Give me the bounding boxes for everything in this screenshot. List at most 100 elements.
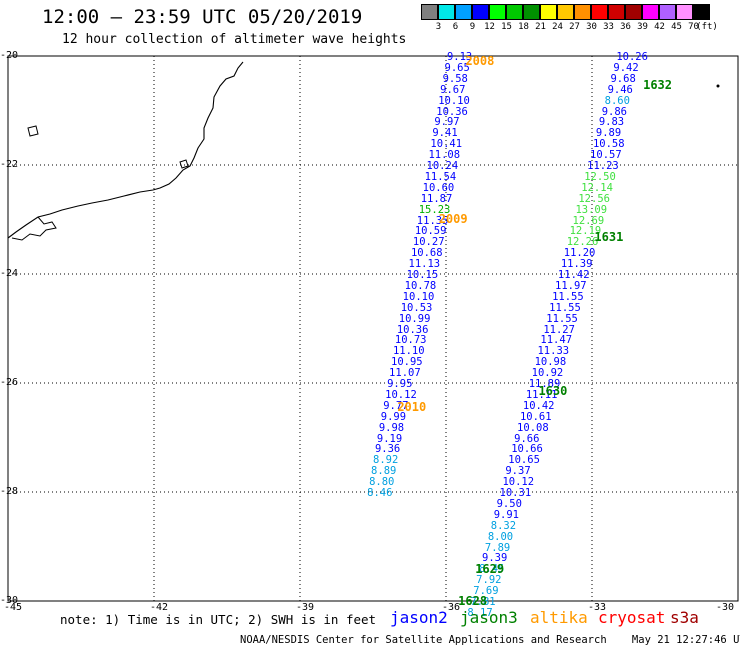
wave-height-value: 11.10 [392, 345, 425, 358]
wave-height-value: 7.69 [473, 585, 499, 598]
legend-swatch [676, 4, 693, 20]
wave-height-value: 7.92 [476, 574, 502, 587]
wave-height-value: 11.55 [549, 301, 581, 314]
longitude-label: -45 [4, 602, 23, 613]
wave-height-value: 9.42 [613, 61, 639, 74]
wave-height-value: 11.55 [552, 290, 584, 303]
wave-height-value: 10.57 [590, 149, 622, 162]
map-title: 12:00 – 23:59 UTC 05/20/2019 [42, 6, 363, 28]
latitude-label: -22 [0, 159, 19, 170]
note-text: note: 1) Time is in UTC; 2) SWH is in fe… [60, 612, 377, 627]
legend-swatch [608, 4, 625, 20]
wave-height-value: 10.58 [592, 138, 625, 151]
wave-height-value: 11.42 [557, 269, 590, 282]
pass-time-label: 2008 [465, 53, 495, 68]
wave-height-value: 10.10 [402, 290, 435, 303]
wave-height-value: 8.89 [371, 465, 397, 478]
longitude-label: -39 [296, 602, 315, 613]
wave-height-value: 9.66 [514, 432, 540, 445]
wave-height-value: 11.87 [420, 192, 453, 205]
wave-height-value: 10.08 [517, 421, 549, 434]
wave-height-value: 9.41 [432, 127, 458, 140]
wave-height-value: 15.23 [418, 203, 451, 216]
legend-label: 27 [569, 22, 580, 32]
wave-height-value: 11.27 [543, 323, 575, 336]
pass-time-label: 1628 [458, 593, 488, 608]
wave-height-value: 10.65 [508, 454, 540, 467]
wave-height-value: 8.17 [467, 606, 493, 619]
legend-label: 45 [671, 22, 682, 32]
legend-swatch [438, 4, 455, 20]
wave-height-value: 9.95 [387, 378, 413, 391]
wave-height-value: 10.66 [511, 443, 543, 456]
wave-height-value: 11.54 [424, 170, 457, 183]
pass-time-label: 1632 [643, 78, 672, 93]
wave-height-value: 11.08 [428, 149, 461, 162]
wave-height-value: 8.46 [367, 487, 393, 500]
wave-height-value: 9.86 [601, 105, 628, 118]
satellite-name-altika: altika [530, 608, 588, 627]
wave-height-value: 10.36 [436, 105, 468, 118]
wave-height-value: 9.77 [383, 399, 409, 412]
wave-height-value: 9.46 [607, 83, 633, 96]
wave-height-value: 12.14 [581, 181, 613, 194]
wave-height-value: 10.53 [400, 301, 433, 314]
wave-height-value: 12.50 [584, 170, 616, 183]
satellite-name-jason3: jason3 [460, 608, 518, 627]
legend-label: 42 [654, 22, 665, 32]
graticule [8, 56, 738, 601]
wave-height-value: 9.67 [440, 83, 466, 96]
wave-height-value: 10.73 [394, 334, 427, 347]
legend-label: 21 [535, 22, 546, 32]
wave-height-value: 9.36 [374, 443, 401, 456]
wave-height-value: 10.99 [398, 312, 431, 325]
wave-height-value: 10.41 [430, 138, 463, 151]
wave-height-value: 9.58 [442, 72, 468, 85]
wave-height-value: 9.13 [446, 51, 473, 64]
wave-height-value: 9.50 [496, 497, 522, 510]
wave-height-value: 10.15 [406, 269, 439, 282]
map-frame [7, 55, 739, 602]
wave-height-value: 8.32 [490, 519, 517, 532]
legend-label: 70 [688, 22, 699, 32]
wave-height-value: 10.98 [534, 356, 567, 369]
legend-swatch [625, 4, 642, 20]
legend-swatch [489, 4, 506, 20]
pass-time-label: 2010 [397, 399, 427, 414]
wave-height-value: 8.00 [487, 530, 514, 543]
legend-swatch [421, 4, 438, 20]
legend-label: 24 [552, 22, 563, 32]
pass-time-label: 2009 [438, 212, 468, 227]
wave-height-value: 10.61 [519, 410, 552, 423]
wave-height-value: 10.68 [410, 247, 443, 260]
wave-height-value: 9.83 [598, 116, 625, 129]
latitude-label: -20 [0, 50, 19, 61]
wave-height-value: 9.99 [380, 410, 407, 423]
legend-label: 39 [637, 22, 648, 32]
pass-time-label: 1631 [594, 229, 624, 244]
wave-height-value: 11.35 [416, 214, 449, 227]
wave-height-value: 11.23 [587, 160, 619, 173]
wave-height-value: 10.24 [426, 160, 459, 173]
latitude-label: -24 [0, 268, 19, 279]
wave-height-value: 10.92 [531, 367, 564, 380]
wave-height-value: 10.59 [414, 225, 447, 238]
island-trindade [716, 84, 720, 88]
wave-height-value: 9.65 [444, 61, 470, 74]
legend-swatch [506, 4, 523, 20]
wave-height-value: 8.45 [479, 563, 505, 576]
wave-height-value: 10.36 [396, 323, 429, 336]
latitude-label: -30 [0, 595, 19, 606]
legend-label: 33 [603, 22, 614, 32]
wave-height-value: 9.91 [493, 508, 519, 521]
wave-height-value: 10.31 [499, 487, 532, 500]
island-ilha-grande [179, 159, 189, 169]
legend-label: 6 [452, 22, 459, 32]
longitude-label: -42 [150, 602, 169, 613]
wave-height-value: 8.60 [604, 94, 630, 107]
wave-height-value: 13.09 [575, 203, 608, 216]
wave-height-value: 9.68 [610, 72, 636, 85]
wave-height-value: 12.26 [566, 236, 599, 249]
wave-height-value: 9.37 [505, 465, 531, 478]
